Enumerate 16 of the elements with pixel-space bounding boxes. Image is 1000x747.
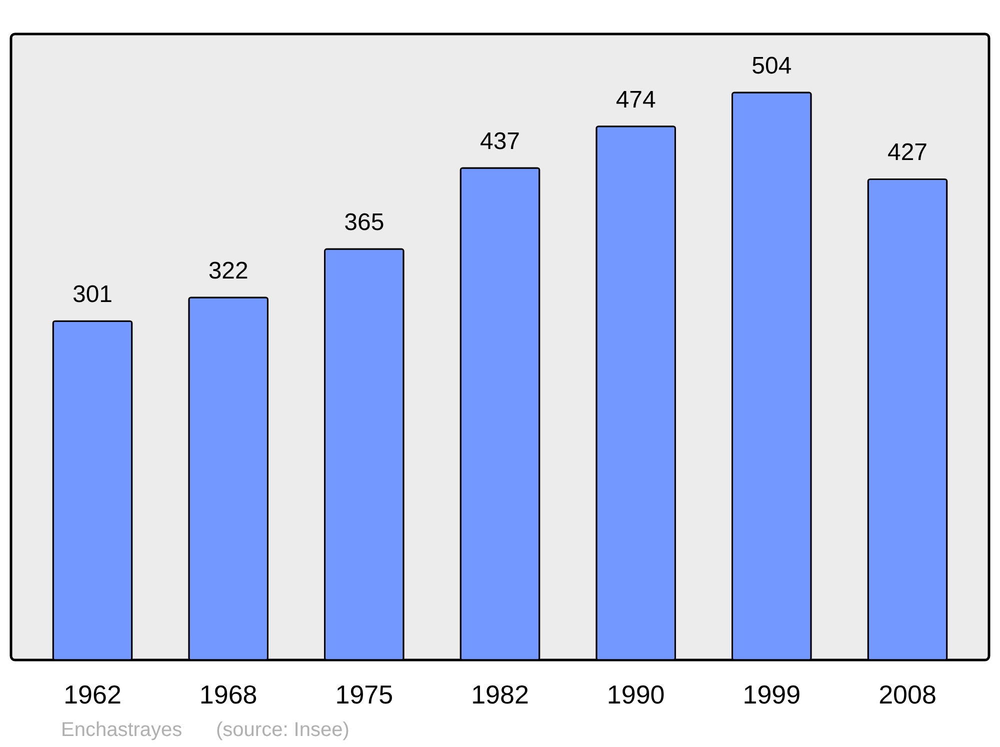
- x-tick-label: 1962: [64, 680, 122, 710]
- text: Enchastrayes: [61, 719, 182, 741]
- x-tick-label: 1968: [199, 680, 258, 710]
- x-tick-label: 1999: [742, 680, 801, 710]
- data-label: 474: [616, 86, 656, 114]
- data-label: 322: [208, 257, 248, 284]
- data-label: 301: [72, 281, 113, 308]
- data-label: 365: [344, 209, 384, 236]
- x-tick-label: 2008: [878, 680, 936, 710]
- x-tick-label: 1975: [335, 680, 394, 710]
- x-tick-label: 1982: [471, 680, 529, 710]
- x-tick-label: 1990: [606, 680, 665, 710]
- text: (source: Insee): [216, 719, 350, 741]
- data-label: 504: [752, 52, 792, 80]
- data-label: 427: [887, 139, 928, 166]
- data-label: 437: [480, 128, 520, 155]
